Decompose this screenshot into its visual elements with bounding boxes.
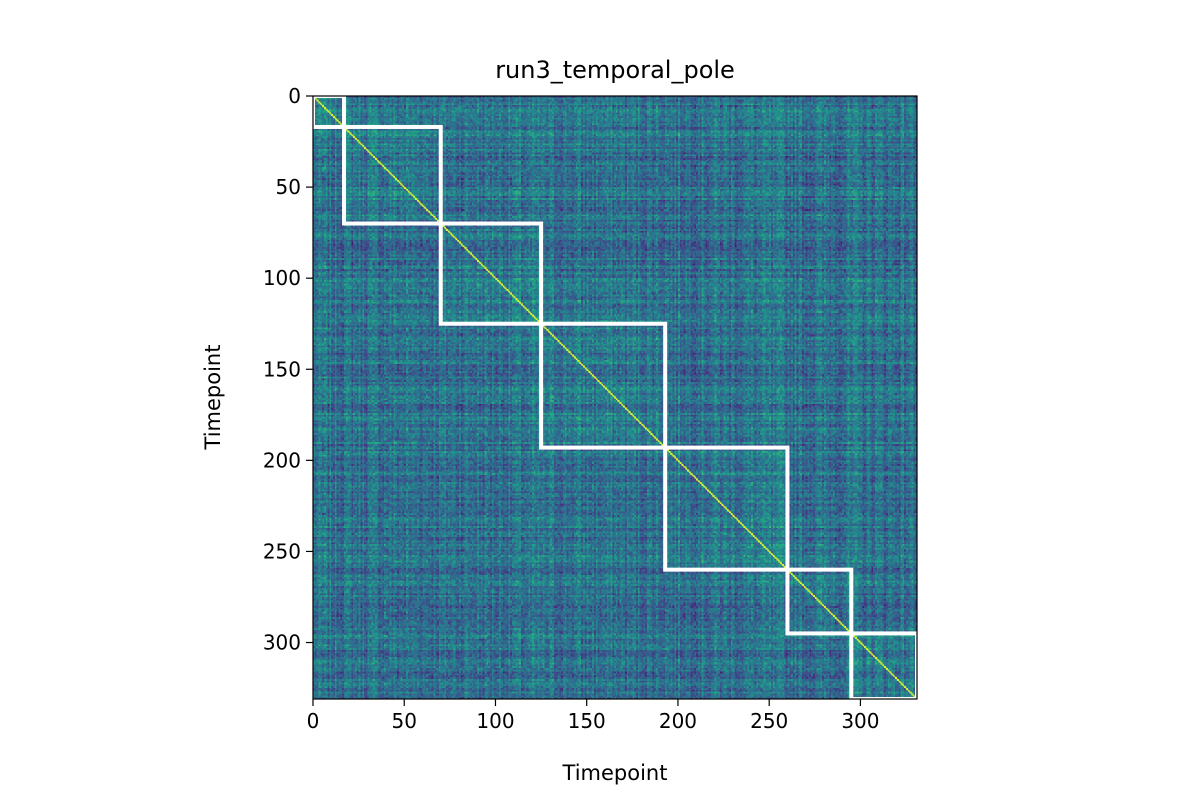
x-tick-label: 250: [750, 709, 788, 733]
y-tick-label: 0: [288, 84, 301, 108]
event-box: [539, 321, 668, 450]
y-tick-label: 200: [263, 448, 301, 472]
y-tick-label: 300: [263, 631, 301, 655]
event-box: [342, 124, 443, 226]
event-box: [438, 221, 544, 326]
plot-frame: [312, 95, 918, 700]
y-tick-label: 100: [263, 266, 301, 290]
y-tick-label: 150: [263, 357, 301, 381]
x-tick-label: 50: [392, 709, 417, 733]
y-tick-label: 50: [276, 175, 301, 199]
x-tick-label: 200: [659, 709, 697, 733]
y-axis-label: Timepoint: [201, 345, 225, 451]
event-box: [785, 567, 854, 636]
diagonal-line: [312, 95, 918, 700]
x-axis-ticks: 0 50 100 150 200 250 300: [307, 699, 880, 733]
chart-title: run3_temporal_pole: [495, 56, 735, 84]
x-tick-label: 300: [841, 709, 879, 733]
x-tick-label: 0: [307, 709, 320, 733]
x-axis-label: Timepoint: [562, 761, 668, 785]
event-box: [663, 445, 790, 572]
x-tick-label: 100: [476, 709, 514, 733]
x-tick-label: 150: [568, 709, 606, 733]
y-tick-label: 250: [263, 539, 301, 563]
y-axis-ticks: 0 50 100 150 200 250 300: [263, 84, 313, 655]
